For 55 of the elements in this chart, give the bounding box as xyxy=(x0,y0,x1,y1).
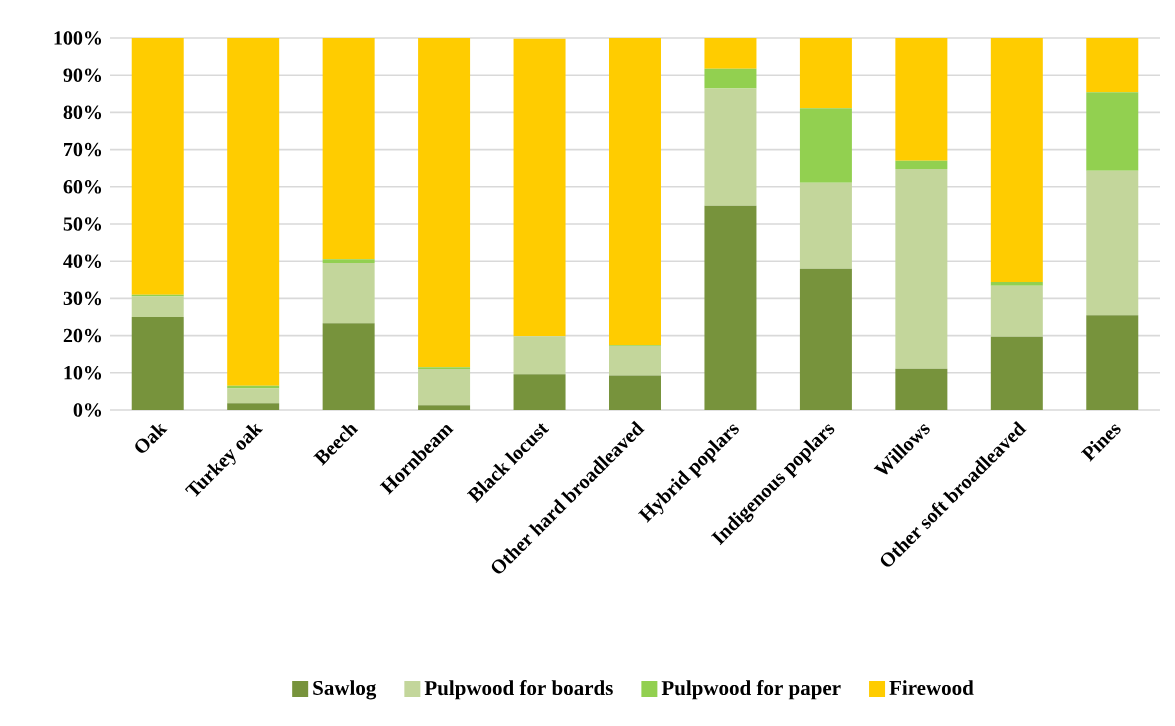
bar xyxy=(704,88,757,206)
bar xyxy=(895,168,948,369)
bar xyxy=(131,37,184,295)
y-tick-label: 90% xyxy=(63,68,102,82)
bar xyxy=(513,336,566,375)
bar xyxy=(799,108,852,183)
bar xyxy=(513,38,566,337)
bar xyxy=(895,368,948,410)
legend-label: Pulpwood for paper xyxy=(661,680,841,700)
bar xyxy=(799,37,852,109)
bar xyxy=(1086,315,1139,410)
bar xyxy=(131,316,184,410)
bar xyxy=(990,336,1043,410)
bar xyxy=(895,37,948,161)
bar xyxy=(513,374,566,410)
bar xyxy=(990,282,1043,286)
legend-label: Firewood xyxy=(889,680,974,695)
bar xyxy=(990,37,1043,283)
y-tick-label: 100% xyxy=(54,31,102,45)
bar xyxy=(704,68,757,89)
legend-label: Pulpwood for boards xyxy=(424,680,613,700)
bar xyxy=(1086,170,1139,316)
bar xyxy=(1086,37,1139,93)
bar xyxy=(609,346,661,376)
bar xyxy=(131,296,184,317)
legend-label: Sawlog xyxy=(313,680,377,700)
bar xyxy=(227,37,280,386)
bar xyxy=(227,388,280,404)
bar xyxy=(609,37,661,346)
y-tick-label: 60% xyxy=(63,180,102,194)
bar xyxy=(895,160,948,169)
y-tick-label: 20% xyxy=(63,328,102,343)
y-tick-label: 40% xyxy=(63,254,102,268)
y-tick-label: 80% xyxy=(63,105,102,120)
bar xyxy=(322,259,375,264)
bar xyxy=(799,268,852,410)
bar xyxy=(704,37,757,69)
bar xyxy=(799,182,852,269)
bar xyxy=(704,205,757,410)
bar xyxy=(418,405,471,410)
bar xyxy=(322,323,375,410)
bar xyxy=(322,37,375,260)
y-tick-label: 30% xyxy=(63,291,102,306)
y-tick-label: 70% xyxy=(64,142,102,157)
y-tick-label: 0% xyxy=(73,403,102,417)
bar xyxy=(418,37,471,368)
y-tick-label: 50% xyxy=(63,217,102,231)
bar xyxy=(227,403,280,410)
bar xyxy=(990,285,1043,337)
bar xyxy=(418,369,471,406)
bar xyxy=(1086,92,1139,171)
bar xyxy=(322,263,375,324)
y-tick-label: 10% xyxy=(64,366,102,380)
x-tick-label: Oak xyxy=(135,423,168,453)
bar xyxy=(609,375,661,410)
